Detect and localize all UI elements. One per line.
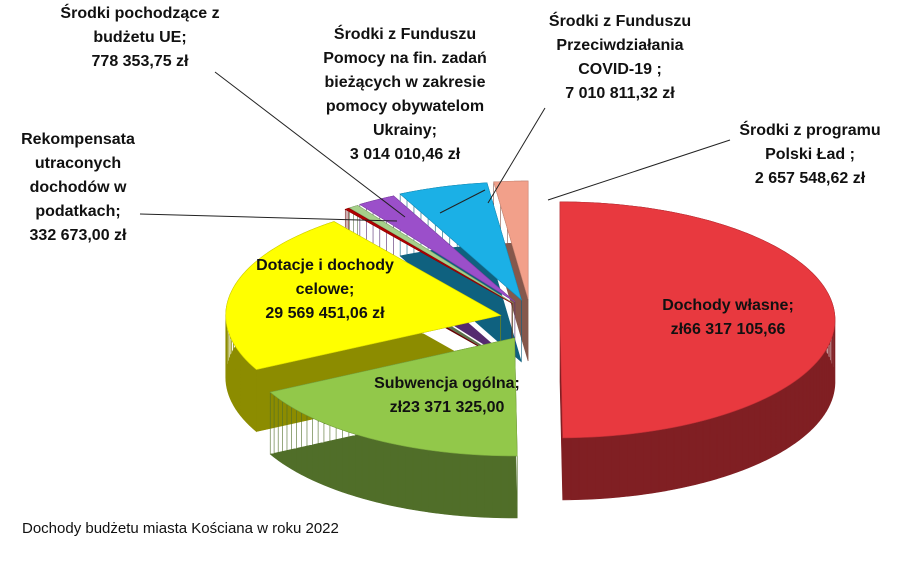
slice-top	[559, 201, 836, 439]
slice-top	[269, 337, 518, 457]
chart-title: Dochody budżetu miasta Kościana w roku 2…	[22, 520, 339, 537]
slice-name: Środki z programu Polski Ład ;	[739, 122, 881, 163]
slice-name: Środki pochodzące z budżetu UE;	[60, 5, 220, 46]
slice-label: Środki z programu Polski Ład ; 2 657 548,…	[723, 119, 898, 191]
slice	[559, 201, 836, 501]
slice-value: 2 657 548,62 zł	[754, 170, 866, 187]
slice-top	[225, 221, 502, 370]
slice-value: 29 569 451,06 zł	[265, 305, 385, 322]
slice-value: 778 353,75 zł	[91, 53, 189, 70]
leader-line	[547, 139, 731, 201]
leader-line	[214, 71, 406, 218]
slice-value: 332 673,00 zł	[29, 227, 127, 244]
slice-name: Subwencja ogólna;	[374, 375, 520, 392]
leader-line	[139, 213, 398, 222]
slice-label: Środki z Funduszu Pomocy na fin. zadań b…	[315, 23, 495, 167]
slice	[269, 337, 518, 519]
slices	[225, 180, 836, 519]
slice-top	[399, 182, 522, 301]
slice-label: Dotacje i dochody celowe; 29 569 451,06 z…	[245, 254, 405, 326]
slice-label: Środki pochodzące z budżetu UE; 778 353,7…	[45, 2, 235, 74]
slice-label: Subwencja ogólna; zł23 371 325,00	[347, 372, 547, 420]
slice-label: Rekompensata utraconych dochodów w podat…	[6, 128, 151, 248]
slice-top	[493, 180, 529, 300]
slice-name: Dochody własne;	[662, 297, 794, 314]
slice-name: Środki z Funduszu Przeciwdziałania COVID…	[548, 13, 692, 78]
leader-line	[487, 107, 546, 204]
slice-top	[359, 195, 516, 303]
slice-value: zł23 371 325,00	[389, 399, 505, 416]
slice-value: zł66 317 105,66	[670, 321, 786, 338]
slice-top	[344, 207, 513, 304]
slice-name: Środki z Funduszu Pomocy na fin. zadań b…	[323, 26, 487, 139]
slice-top	[348, 205, 513, 304]
slice-value: 3 014 010,46 zł	[349, 146, 461, 163]
slice-value: 7 010 811,32 zł	[565, 85, 675, 102]
slice-label: Dochody własne; zł66 317 105,66	[613, 294, 843, 342]
slice-name: Dotacje i dochody celowe;	[256, 257, 394, 298]
slice-name: Rekompensata utraconych dochodów w podat…	[21, 131, 135, 220]
leader-line	[439, 189, 486, 214]
slice-label: Środki z Funduszu Przeciwdziałania COVID…	[533, 10, 708, 106]
